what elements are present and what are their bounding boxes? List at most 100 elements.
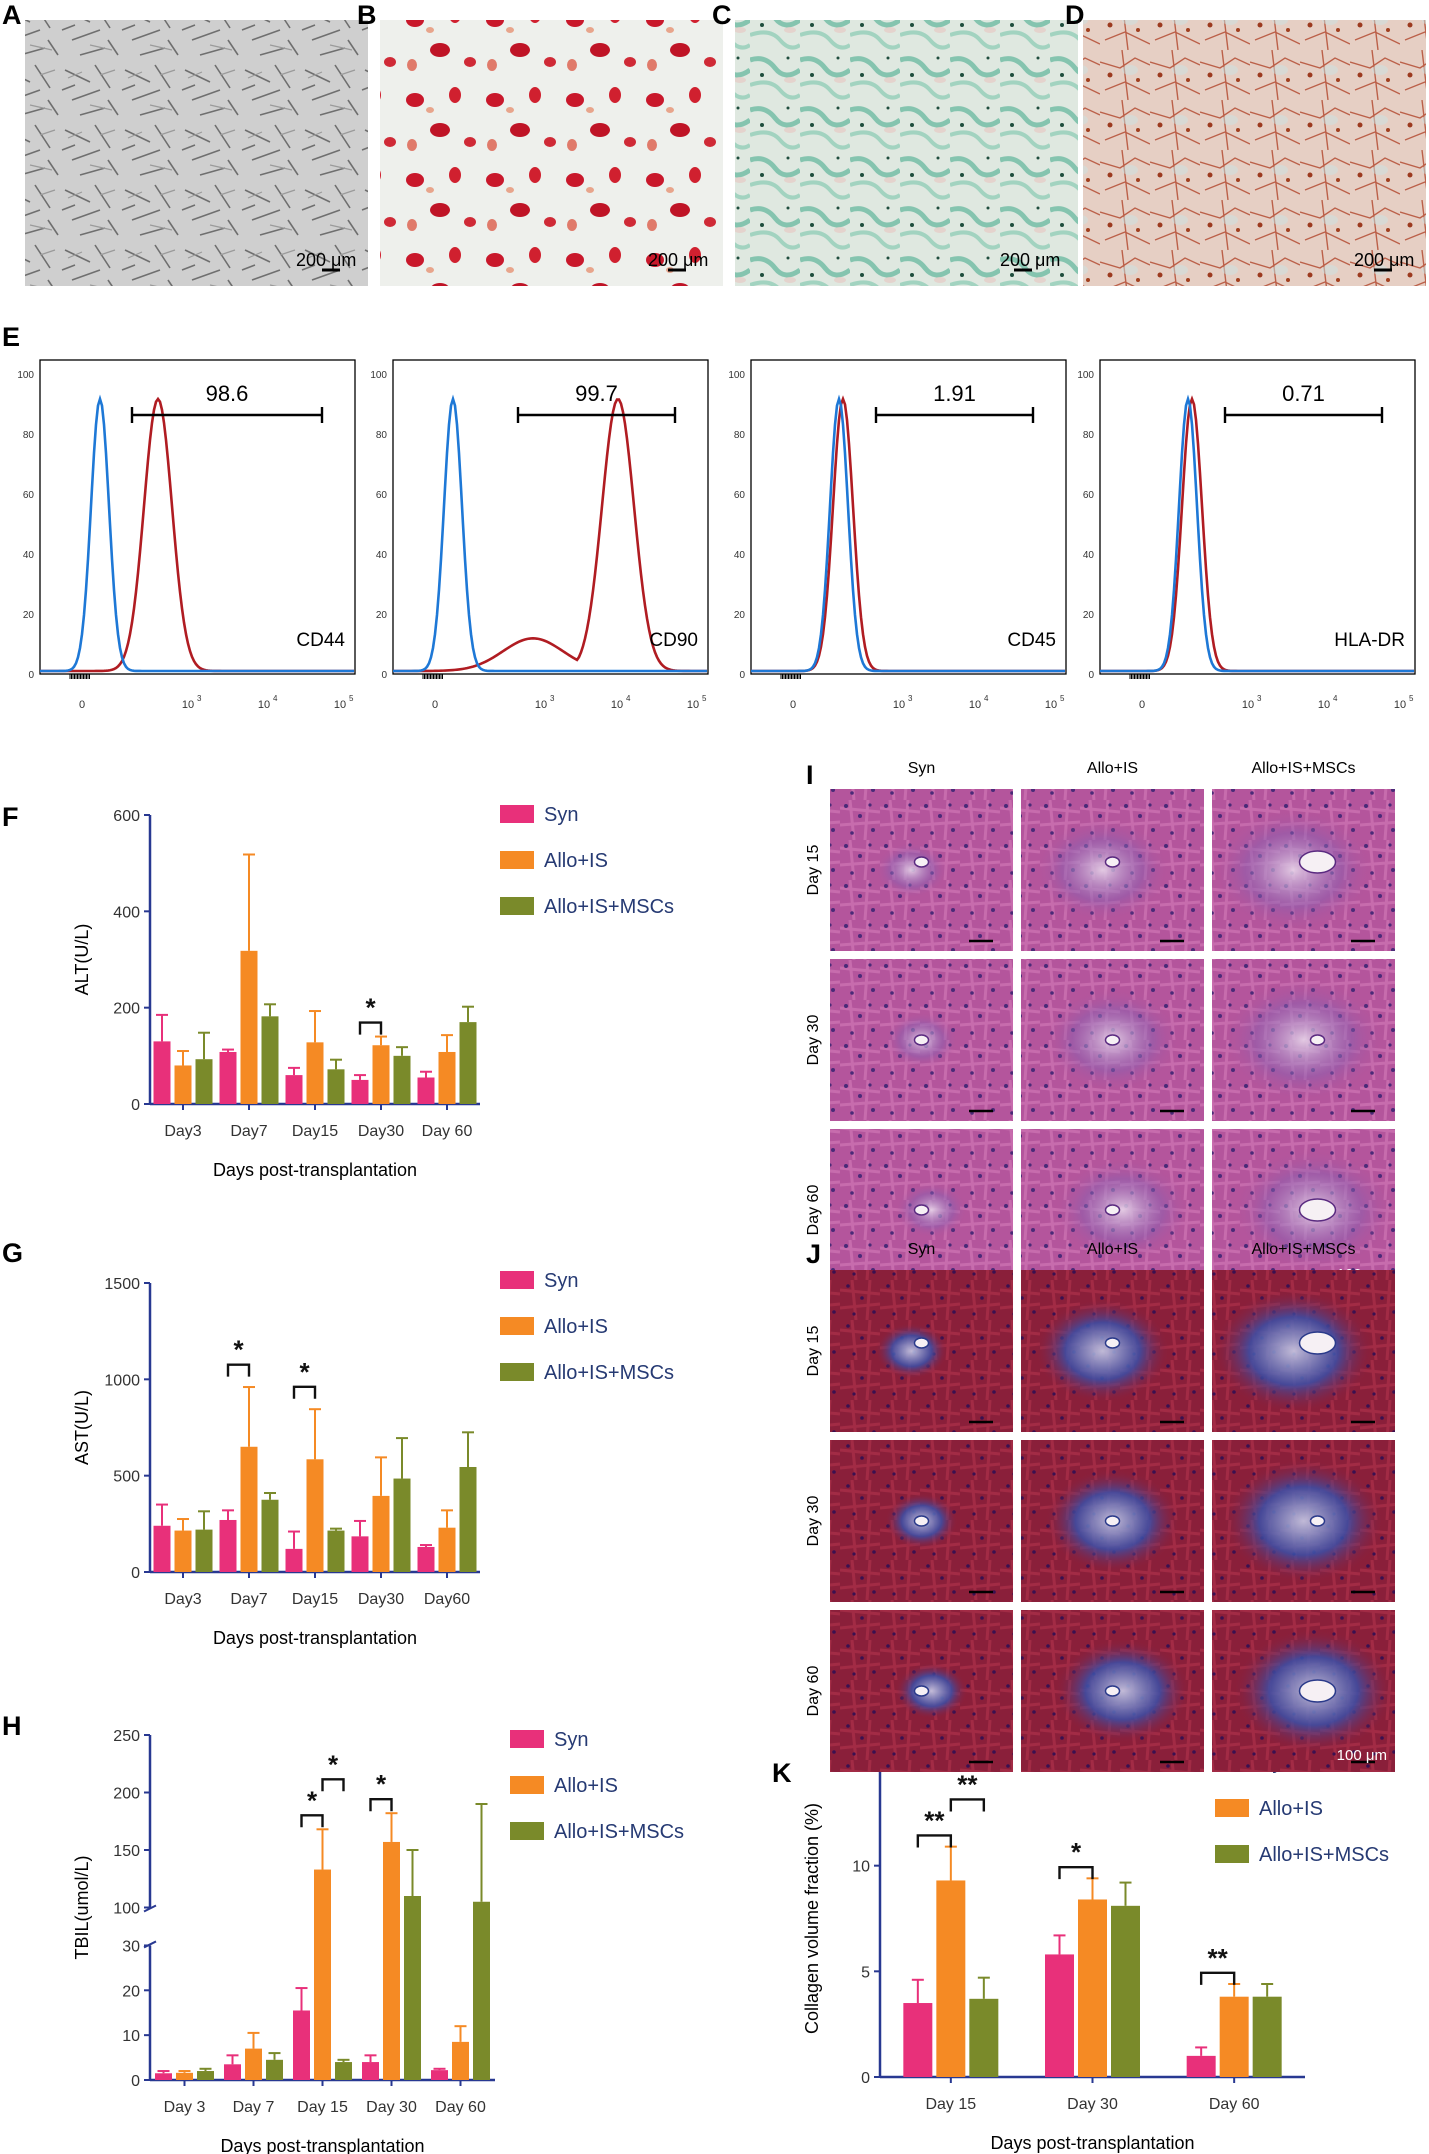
flow-x-exp: 4 <box>273 694 278 703</box>
bar-syn <box>153 1041 171 1104</box>
flow-x-tick: 10 <box>182 699 194 711</box>
vessel-lumen <box>1309 1515 1326 1527</box>
significance-bracket <box>300 1814 324 1828</box>
bar-allo-is-mscs <box>261 1016 279 1104</box>
bar-allo-is <box>383 1841 400 2080</box>
x-tick-label: Day 30 <box>366 2099 417 2116</box>
bar-allo-is <box>1078 1899 1107 2077</box>
bar-allo-is <box>306 1459 324 1572</box>
flow-y-tick: 40 <box>376 550 388 561</box>
y-tick-label: 5 <box>861 1964 870 1981</box>
y-tick-label: 150 <box>113 1843 140 1860</box>
row-header: Day 30 <box>805 1496 822 1547</box>
vessel-lumen <box>1298 1679 1337 1703</box>
legend-swatch <box>500 897 534 915</box>
vessel-lumen <box>1104 1204 1121 1216</box>
column-header: Allo+IS <box>1087 760 1138 777</box>
masson-histology-grid: Syn Allo+IS Allo+IS+MSCs Day 15 Day 30 Day 60… <box>805 1241 1395 1772</box>
flow-y-tick: 40 <box>23 550 35 561</box>
vessel-lumen <box>1104 1337 1121 1349</box>
flow-x-exp: 4 <box>984 694 989 703</box>
histology-tile <box>1021 789 1204 951</box>
flow-y-tick: 100 <box>1077 370 1094 381</box>
row-header: Day 15 <box>805 845 822 896</box>
flow-curve-control <box>393 394 707 673</box>
bar-syn <box>362 2062 379 2080</box>
flow-x-exp: 3 <box>550 694 555 703</box>
legend-label: Allo+IS <box>544 850 608 872</box>
legend-swatch <box>500 1317 534 1335</box>
flow-y-tick: 20 <box>1083 610 1095 621</box>
legend-label: Allo+IS+MSCs <box>544 896 674 918</box>
significance-mark: * <box>307 1785 318 1815</box>
legend-label: Allo+IS <box>1259 1798 1323 1820</box>
flow-frame <box>750 359 1067 675</box>
legend-label: Allo+IS <box>544 1316 608 1338</box>
legend-swatch <box>510 1822 544 1840</box>
histology-tile <box>1021 1129 1204 1291</box>
y-axis-label: TBIL(umol/L) <box>72 1855 92 1959</box>
x-tick-label: Day60 <box>424 1591 470 1608</box>
column-header: Allo+IS+MSCs <box>1251 1241 1355 1258</box>
y-tick-label: 30 <box>122 1938 140 1955</box>
legend-swatch <box>1215 1799 1249 1817</box>
flow-y-tick: 80 <box>1083 430 1095 441</box>
flow-x-tick: 10 <box>1045 699 1057 711</box>
vessel-lumen <box>1104 856 1121 868</box>
fibrotic-region <box>1054 1158 1191 1262</box>
flow-x-tick: 10 <box>1318 699 1330 711</box>
panel-label-i: I <box>806 760 814 790</box>
y-tick-label: 200 <box>113 1001 140 1018</box>
bar-syn <box>417 1546 435 1572</box>
row-header: Day 15 <box>805 1326 822 1377</box>
fibrotic-region <box>1054 1639 1191 1743</box>
x-tick-label: Day15 <box>292 1123 338 1140</box>
bar-allo-is-mscs <box>1111 1905 1140 2077</box>
bar-allo-is-mscs <box>393 1478 411 1572</box>
y-tick-label: 1500 <box>104 1276 140 1293</box>
flow-y-tick: 60 <box>1083 490 1095 501</box>
scale-label-a: 200 μm <box>296 250 356 270</box>
bar-allo-is <box>245 2048 262 2080</box>
flow-x-exp: 3 <box>1257 694 1262 703</box>
bar-allo-is-mscs <box>969 1998 999 2077</box>
flow-frame <box>392 359 709 675</box>
flow-x-tick: 0 <box>79 699 85 711</box>
flow-y-tick: 100 <box>370 370 387 381</box>
scale-label-d: 200 μm <box>1354 250 1414 270</box>
bar-allo-is-mscs <box>195 1059 213 1104</box>
bar-allo-is <box>936 1880 966 2077</box>
micrograph-row: A 200 μm B 200 μm C 200 μm D 200 μm <box>2 0 1426 286</box>
significance-mark: * <box>1071 1837 1082 1867</box>
legend-label: Allo+IS+MSCs <box>554 1821 684 1843</box>
flow-curve-control <box>751 394 1065 673</box>
histology-tile <box>830 1440 1013 1602</box>
flow-x-tick: 10 <box>611 699 623 711</box>
panel-label-d: D <box>1065 0 1085 30</box>
micrograph-a <box>25 20 368 286</box>
flow-y-tick: 100 <box>17 370 34 381</box>
scale-label-b: 200 μm <box>648 250 708 270</box>
legend-label: Allo+IS+MSCs <box>544 1362 674 1384</box>
y-tick-label: 600 <box>113 808 140 825</box>
column-header: Allo+IS <box>1087 1241 1138 1258</box>
fibrotic-region <box>1222 978 1385 1102</box>
flow-x-tick: 10 <box>687 699 699 711</box>
histology-tile <box>1212 1440 1395 1602</box>
flow-y-tick: 20 <box>734 610 746 621</box>
x-tick-label: Day 3 <box>164 2099 206 2116</box>
panel-label-k: K <box>772 1758 792 1788</box>
legend-swatch <box>500 851 534 869</box>
x-tick-label: Day15 <box>292 1591 338 1608</box>
x-axis-label: Days post-transplantation <box>990 2133 1194 2153</box>
vessel-lumen <box>913 856 930 868</box>
vessel-lumen <box>913 1204 930 1216</box>
flow-x-tick: 0 <box>432 699 438 711</box>
fibrotic-region <box>875 1323 948 1379</box>
x-tick-label: Day 60 <box>435 2099 486 2116</box>
legend-label: Allo+IS <box>554 1775 618 1797</box>
flow-x-exp: 5 <box>1409 694 1414 703</box>
micrograph-d <box>1083 20 1426 286</box>
